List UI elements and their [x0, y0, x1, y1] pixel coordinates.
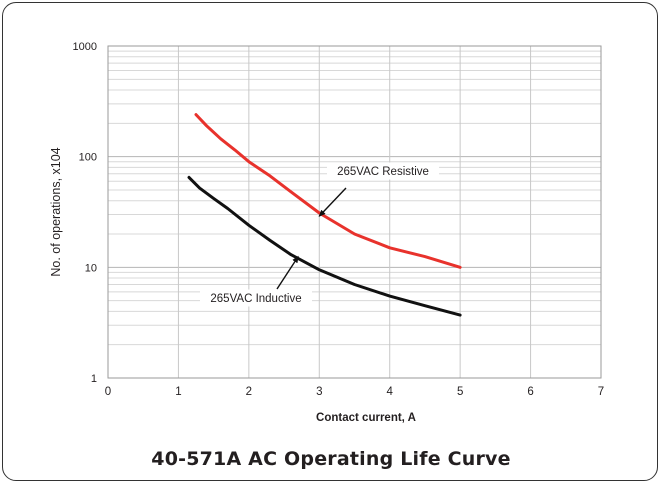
- y-tick-label: 1000: [73, 41, 97, 53]
- chart-caption: 40-571A AC Operating Life Curve: [151, 448, 511, 470]
- x-axis-label: Contact current, A: [316, 412, 416, 424]
- x-tick-label: 2: [246, 386, 252, 398]
- x-tick-label: 0: [105, 386, 111, 398]
- annotation-bg-inductive: [200, 289, 312, 307]
- annotation-bg-resistive: [327, 162, 439, 180]
- plot-border: [107, 45, 602, 379]
- annotation-arrow-inductive: [276, 255, 299, 290]
- figure-frame: [2, 2, 658, 481]
- y-tick-label: 10: [85, 262, 97, 274]
- y-axis-label: No. of operations, x104: [49, 147, 63, 276]
- annotations: 265VAC Resistive 265VAC Inductive: [200, 162, 439, 307]
- x-tick-label: 5: [457, 386, 463, 398]
- y-tick-label: 100: [79, 152, 97, 164]
- x-tick-label: 4: [387, 386, 394, 398]
- annotation-arrow-resistive: [318, 187, 347, 217]
- x-tick-label: 1: [175, 386, 181, 398]
- x-tick-label: 6: [527, 386, 533, 398]
- annotation-label-resistive: 265VAC Resistive: [337, 166, 429, 178]
- x-tick-label: 3: [316, 386, 322, 398]
- x-tick-label: 7: [598, 386, 604, 398]
- grid: [108, 46, 601, 379]
- series: [187, 113, 462, 317]
- series-line-inductive: [187, 175, 462, 317]
- series-line-resistive: [194, 113, 462, 269]
- annotation-label-inductive: 265VAC Inductive: [210, 293, 301, 305]
- y-tick-label: 1: [91, 373, 97, 385]
